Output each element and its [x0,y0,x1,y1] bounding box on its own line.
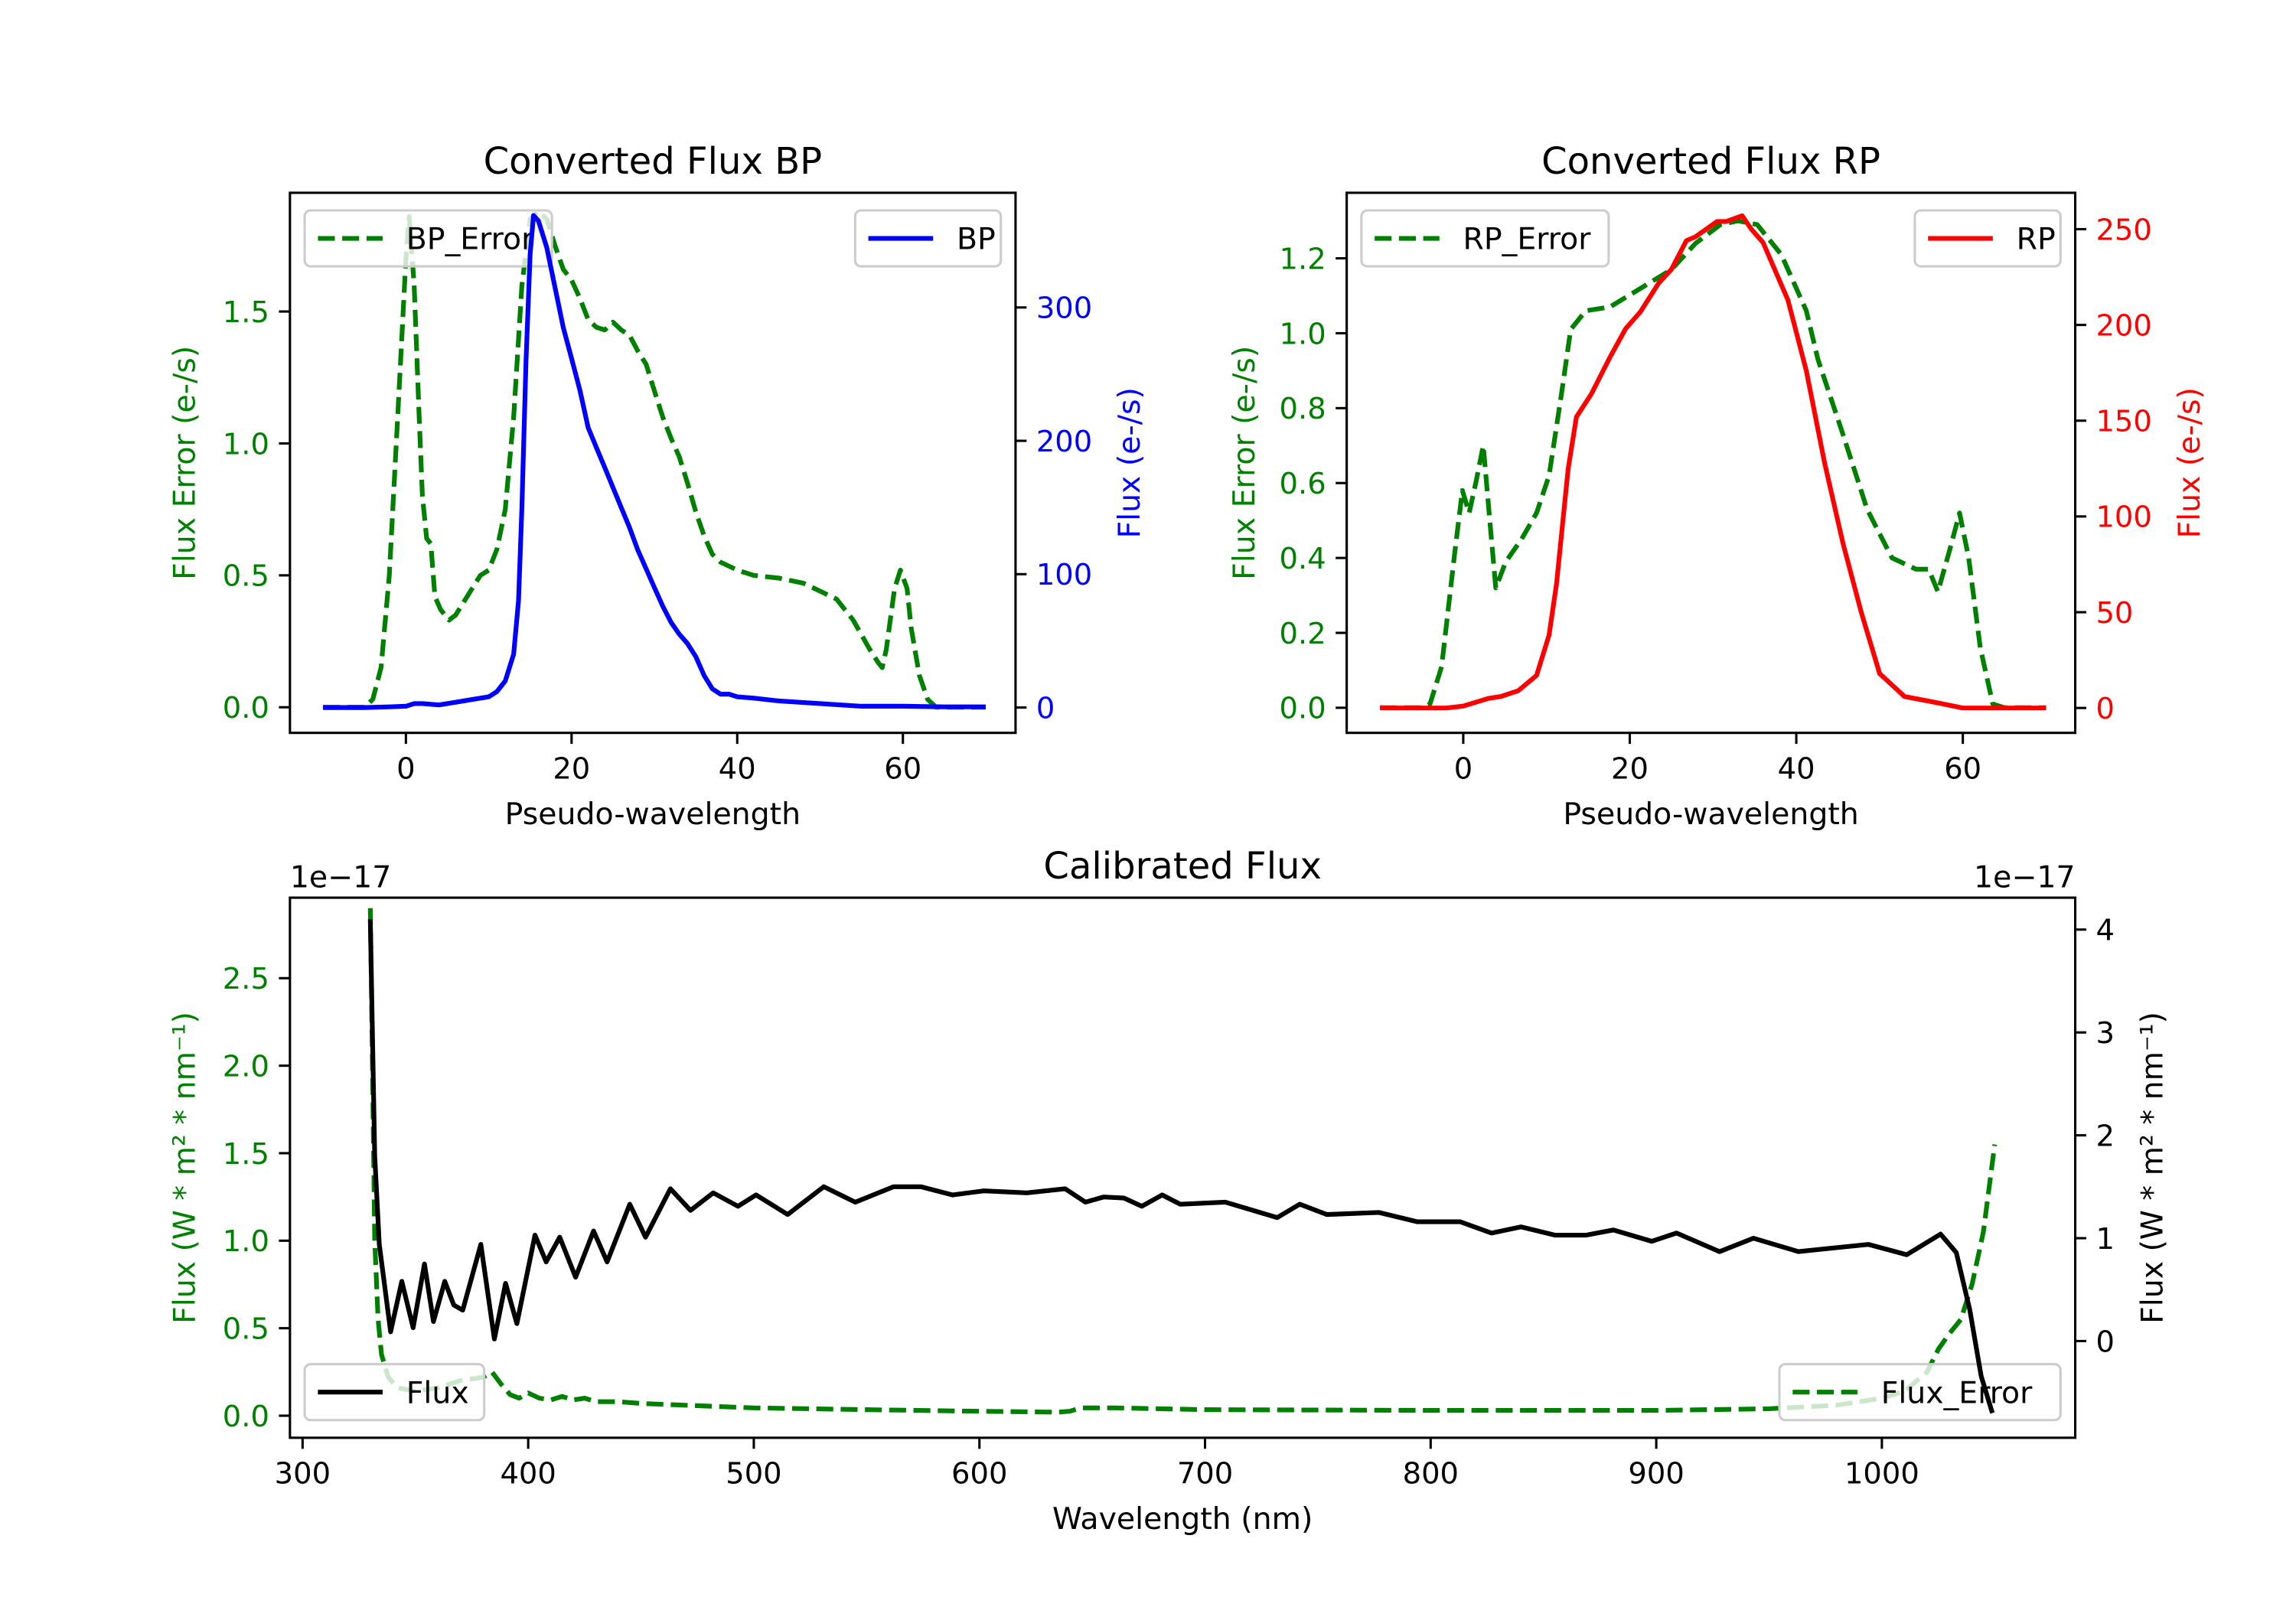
x-tick-label: 400 [500,1456,556,1491]
right-axis-offset-text: 1e−17 [1974,860,2075,895]
axes-frame [1345,191,2077,735]
left-y-tick-label: 2.0 [223,1049,269,1084]
legend-label: BP_Error [406,222,534,257]
right-y-tick-label: 200 [2095,308,2151,343]
left-y-tick-label: 1.2 [1280,242,1326,276]
legend-box [303,209,553,268]
left-y-tick-label: 1.0 [1280,317,1326,351]
x-tick-label: 60 [884,751,921,786]
left-y-axis-label: Flux Error (e-/s) [1227,346,1262,580]
left-y-tick-label: 0.8 [1280,392,1326,426]
legend-box [303,1363,486,1422]
left-y-axis-label: Flux Error (e-/s) [168,346,203,580]
right-y-tick-label: 0 [1036,691,1055,725]
x-tick-label: 20 [553,751,590,786]
x-axis-label: Pseudo-wavelength [1563,797,1858,832]
x-tick-label: 0 [1454,751,1473,786]
legend-label: RP [2017,222,2056,257]
left-y-tick-label: 0.5 [223,1312,269,1347]
x-tick-label: 300 [275,1456,331,1491]
legend: BP_Error [303,209,553,268]
legend-label: Flux [406,1375,469,1410]
legend-label: BP [957,222,996,257]
right-y-tick-label: 3 [2095,1016,2114,1051]
x-tick-label: 1000 [1844,1456,1919,1491]
x-tick-label: 500 [726,1456,781,1491]
x-tick-label: 20 [1611,751,1649,786]
left-y-tick-label: 0.5 [223,559,269,594]
left-y-tick-label: 0.6 [1280,467,1326,501]
x-tick-label: 0 [396,751,415,786]
left-y-tick-label: 0.0 [223,691,269,725]
legend-label: Flux_Error [1881,1375,2033,1410]
x-tick-label: 700 [1177,1456,1233,1491]
right-y-axis-label: Flux (W * m² * nm⁻¹) [2135,1012,2170,1324]
right-y-tick-label: 0 [2095,1325,2114,1359]
left-y-tick-label: 1.5 [223,1137,269,1172]
x-tick-label: 40 [719,751,756,786]
right-y-tick-label: 50 [2095,596,2133,631]
axes-frame [289,896,2077,1439]
x-tick-label: 900 [1628,1456,1684,1491]
axes-frame [289,191,1017,735]
right-y-tick-label: 0 [2095,692,2114,726]
chart-panel: BP_Error BP 0 20 40 60 0.0 0.5 1.0 1.5 Flux Error … [168,140,1148,832]
right-y-axis-label: Flux (e-/s) [2172,387,2207,538]
left-y-tick-label: 0.0 [1280,692,1326,726]
right-y-tick-label: 150 [2095,405,2151,439]
chart-panel: RP_Error RP 0 20 40 60 0.0 0.2 0.4 0.6 0.8 1.0 1.2 Fl… [1227,140,2207,832]
series-line-flux [367,919,1995,1414]
x-axis-label: Wavelength (nm) [1052,1501,1313,1537]
right-y-tick-label: 1 [2095,1222,2114,1257]
left-axis-offset-text: 1e−17 [290,860,391,895]
left-y-tick-label: 1.0 [223,427,269,461]
series-line-rp-error [1380,218,2047,710]
series-line-bp-error [323,209,986,710]
left-y-tick-label: 2.5 [223,962,269,996]
legend-label: RP_Error [1463,222,1592,257]
right-y-tick-label: 100 [2095,500,2151,535]
left-y-tick-label: 0.2 [1280,617,1326,651]
left-y-tick-label: 1.0 [223,1224,269,1259]
left-y-axis-label: Flux (W * m² * nm⁻¹) [168,1012,203,1324]
left-y-tick-label: 0.4 [1280,542,1326,576]
legend: RP_Error [1360,209,1610,268]
chart-panel: Flux_Error Flux 300 400 500 600 700 800 900 1000 0… [168,845,2170,1537]
chart-title: Converted Flux RP [1541,140,1880,183]
left-y-tick-label: 1.5 [223,295,269,330]
x-axis-label: Pseudo-wavelength [505,797,801,832]
right-y-axis-label: Flux (e-/s) [1112,387,1147,538]
right-y-tick-label: 2 [2095,1119,2114,1153]
legend-box [1360,209,1610,268]
right-y-tick-label: 200 [1036,425,1092,459]
chart-title: Converted Flux BP [484,140,823,183]
right-y-tick-label: 4 [2095,914,2114,948]
x-tick-label: 600 [951,1456,1007,1491]
right-y-tick-label: 300 [1036,292,1092,326]
x-tick-label: 60 [1944,751,1981,786]
right-y-tick-label: 100 [1036,558,1092,592]
legend: Flux_Error [1778,1363,2062,1422]
x-tick-label: 40 [1778,751,1815,786]
legend: Flux [303,1363,486,1422]
legend: BP [853,209,1003,268]
left-y-tick-label: 0.0 [223,1400,269,1434]
legend: RP [1913,209,2062,268]
right-y-tick-label: 250 [2095,213,2151,247]
chart-title: Calibrated Flux [1043,845,1322,888]
x-tick-label: 800 [1403,1456,1459,1491]
series-line-rp [1380,213,2047,711]
series-line-bp [323,213,986,710]
